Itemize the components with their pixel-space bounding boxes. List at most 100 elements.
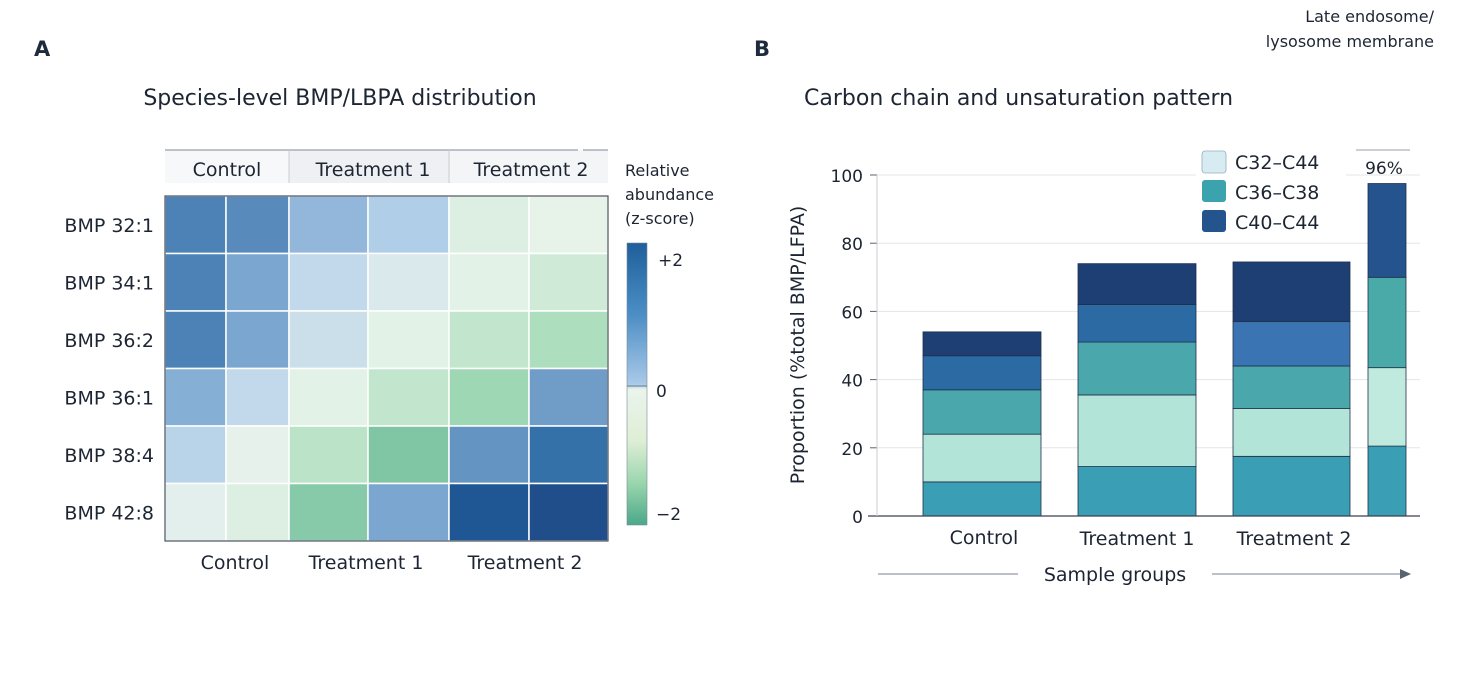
header-bg-control [165,150,289,183]
heatmap-row-label: BMP 38:4 [64,445,154,467]
y-axis-label: Proportion (%total BMP/LFPA) [787,206,809,484]
bar-stack [1232,261,1351,517]
panel-a-label: A [34,37,51,61]
heatmap-cell [225,310,290,370]
bar-segment [922,331,1042,357]
legend-swatch-c40-c44 [1202,210,1226,232]
heatmap-cell [164,367,227,427]
heatmap-cell [225,367,290,427]
colorbar-title-3: (z-score) [625,209,695,228]
bar-segment [1232,321,1351,367]
legend: C32–C44 C36–C38 C40–C44 [1196,140,1346,240]
corner-note-line1: Late endosome/ [1305,7,1434,26]
heatmap-cell [225,195,290,255]
header-label-treatment2: Treatment 2 [473,159,589,181]
y-tick-label: 40 [841,372,863,392]
bar-segment [922,433,1042,483]
heatmap-cell [164,482,227,542]
heatmap-cell [288,425,369,485]
heatmap-cell [448,425,530,485]
colorbar-tick-high: +2 [658,251,683,271]
heatmap-header: Control Treatment 1 Treatment 2 [165,149,608,183]
arrow-head-icon [1400,569,1411,579]
heatmap-cell [448,367,530,427]
legend-label-c32-c44: C32–C44 [1235,152,1319,174]
panel-b: B Carbon chain and unsaturation pattern … [754,37,1420,586]
heatmap-row-label: BMP 32:1 [64,215,154,237]
heatmap-cell [225,482,290,542]
heatmap-cell [448,252,530,312]
heatmap-cell [164,252,227,312]
bar-stacks [922,183,1407,517]
heatmap-cell [528,367,609,427]
colorbar-tick-low: −2 [656,505,681,525]
legend-swatch-c32-c44 [1201,150,1227,174]
header-label-control: Control [193,159,262,181]
heatmap-row-label: BMP 36:1 [64,387,154,409]
heatmap-cell [528,252,609,312]
heatmap-cell [448,195,530,255]
bar-segment [1367,367,1407,447]
heatmap-row-label: BMP 34:1 [64,272,154,294]
bar-segment [1232,365,1351,409]
bar-stack [1077,263,1197,517]
heatmap-cell [528,310,609,370]
heatmap-cell [367,310,450,370]
legend-swatch-c36-c38 [1202,180,1226,202]
header-bg-treatment1 [289,150,449,183]
heatmap-title: Species-level BMP/LBPA distribution [143,86,536,111]
header-label-treatment1: Treatment 1 [315,159,431,181]
bar-segment [1232,261,1351,323]
heatmap-cell [288,482,369,542]
bar-segment [922,355,1042,391]
y-tick-label: 0 [852,508,863,528]
bar-stack [1367,183,1407,517]
heatmap-row-label: BMP 36:2 [64,330,154,352]
bar-segment [1077,263,1197,305]
bar-stack [922,331,1042,517]
bar-segment [1232,408,1351,457]
bar-segment [1367,276,1407,369]
bar-segment [1077,341,1197,396]
y-tick-label: 60 [841,303,863,323]
heatmap-cell [164,310,227,370]
bar-segment [922,389,1042,435]
heatmap-cell [528,195,609,255]
bar-category-treatment1: Treatment 1 [1079,528,1195,550]
colorbar-gradient [626,242,648,526]
heatmap-cell [225,425,290,485]
heatmap-cell [448,310,530,370]
x-group-control: Control [201,552,270,574]
heatmap-cell [528,425,609,485]
heatmap-row-labels: BMP 32:1 BMP 34:1 BMP 36:2 BMP 36:1 BMP 38:4… [64,215,154,525]
legend-label-c40-c44: C40–C44 [1235,212,1319,234]
heatmap-cell [288,367,369,427]
bar-segment [1077,466,1197,517]
heatmap-cell [288,252,369,312]
heatmap-cell [288,195,369,255]
bar-annotation-96: 96% [1365,159,1403,179]
y-tick-label: 20 [841,440,863,460]
heatmap-cell [367,252,450,312]
x-group-treatment1: Treatment 1 [308,552,424,574]
heatmap-cell [164,425,227,485]
heatmap-cell [225,252,290,312]
header-bg-treatment2 [449,150,608,183]
panel-a: A Species-level BMP/LBPA distribution Co… [34,37,714,574]
y-tick-label: 80 [841,235,863,255]
heatmap-cell [528,482,609,542]
y-tick-label: 100 [831,167,863,187]
heatmap-cell [448,482,530,542]
bar-segment [1232,455,1351,517]
panel-b-label: B [754,37,770,61]
heatmap-cell [367,195,450,255]
bar-segment [1077,394,1197,467]
colorbar-tick-zero: 0 [656,382,667,402]
bar-category-control: Control [950,527,1019,549]
heatmap-cell [367,482,450,542]
bar-segment [1367,445,1407,517]
bar-segment [922,481,1042,517]
legend-label-c36-c38: C36–C38 [1235,182,1319,204]
heatmap-cells [164,195,609,542]
